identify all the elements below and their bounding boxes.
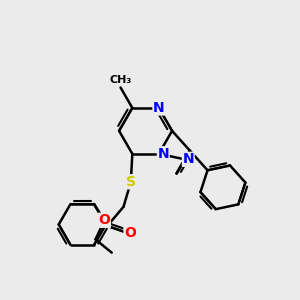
Text: N: N <box>158 147 169 161</box>
Text: CH₃: CH₃ <box>110 75 132 85</box>
Text: N: N <box>182 152 194 166</box>
Text: O: O <box>124 226 136 240</box>
Text: O: O <box>98 213 110 227</box>
Text: N: N <box>153 101 165 115</box>
Text: S: S <box>126 175 136 189</box>
